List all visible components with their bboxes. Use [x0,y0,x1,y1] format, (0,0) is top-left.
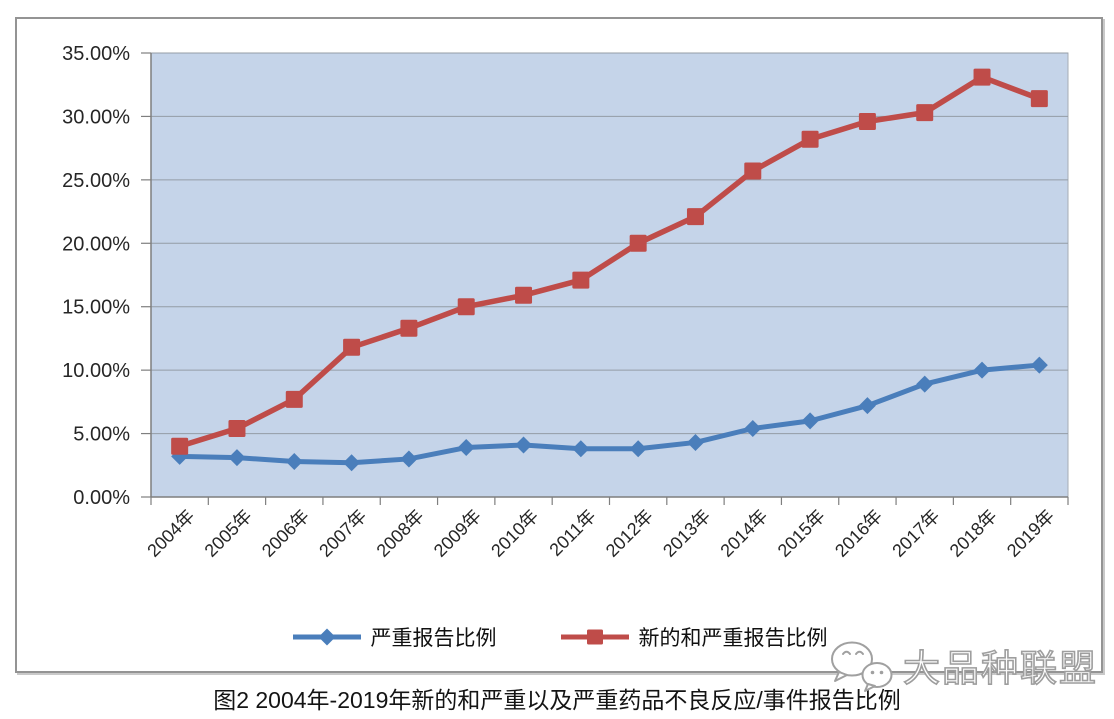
svg-text:2005年: 2005年 [201,506,256,561]
legend-label: 严重报告比例 [370,627,497,650]
svg-text:2008年: 2008年 [373,506,428,561]
svg-text:2019年: 2019年 [1003,506,1058,561]
svg-text:2017年: 2017年 [888,506,943,561]
svg-text:25.00%: 25.00% [62,170,130,192]
svg-text:2012年: 2012年 [602,506,657,561]
svg-text:2014年: 2014年 [716,506,771,561]
svg-text:2007年: 2007年 [315,506,370,561]
svg-text:35.00%: 35.00% [62,43,130,65]
watermark: 大品种联盟 [825,636,1098,694]
svg-text:2006年: 2006年 [258,506,313,561]
svg-text:2010年: 2010年 [487,506,542,561]
svg-text:5.00%: 5.00% [73,424,130,446]
chart-caption: 图2 2004年-2019年新的和严重以及严重药品不良反应/事件报告比例 [213,687,901,713]
svg-text:10.00%: 10.00% [62,360,130,382]
chart-panel: 0.00% 5.00% 10.00% 15.00% 20.00% 25.00% 30.00%… [15,17,1103,673]
legend-item-severe: 严重报告比例 [291,622,497,652]
svg-text:20.00%: 20.00% [62,233,130,255]
watermark-text: 大品种联盟 [902,647,1098,690]
svg-text:2018年: 2018年 [946,506,1001,561]
svg-text:2011年: 2011年 [545,506,599,560]
chart-legend: 严重报告比例 新的和严重报告比例 [17,619,1101,655]
legend-marker-square-icon [560,629,629,645]
chart-svg: 0.00% 5.00% 10.00% 15.00% 20.00% 25.00% 30.00%… [62,43,1069,561]
svg-text:30.00%: 30.00% [62,106,130,128]
svg-text:15.00%: 15.00% [62,297,130,319]
svg-text:2016年: 2016年 [831,506,886,561]
wechat-bubbles-icon [831,641,893,692]
svg-text:2013年: 2013年 [659,506,714,561]
svg-text:2009年: 2009年 [430,506,485,561]
svg-text:2004年: 2004年 [143,506,198,561]
svg-text:2015年: 2015年 [774,506,829,561]
legend-label: 新的和严重报告比例 [638,627,828,650]
legend-item-new-and-severe: 新的和严重报告比例 [559,622,828,652]
svg-text:0.00%: 0.00% [73,487,130,509]
legend-marker-diamond-icon [292,628,361,646]
